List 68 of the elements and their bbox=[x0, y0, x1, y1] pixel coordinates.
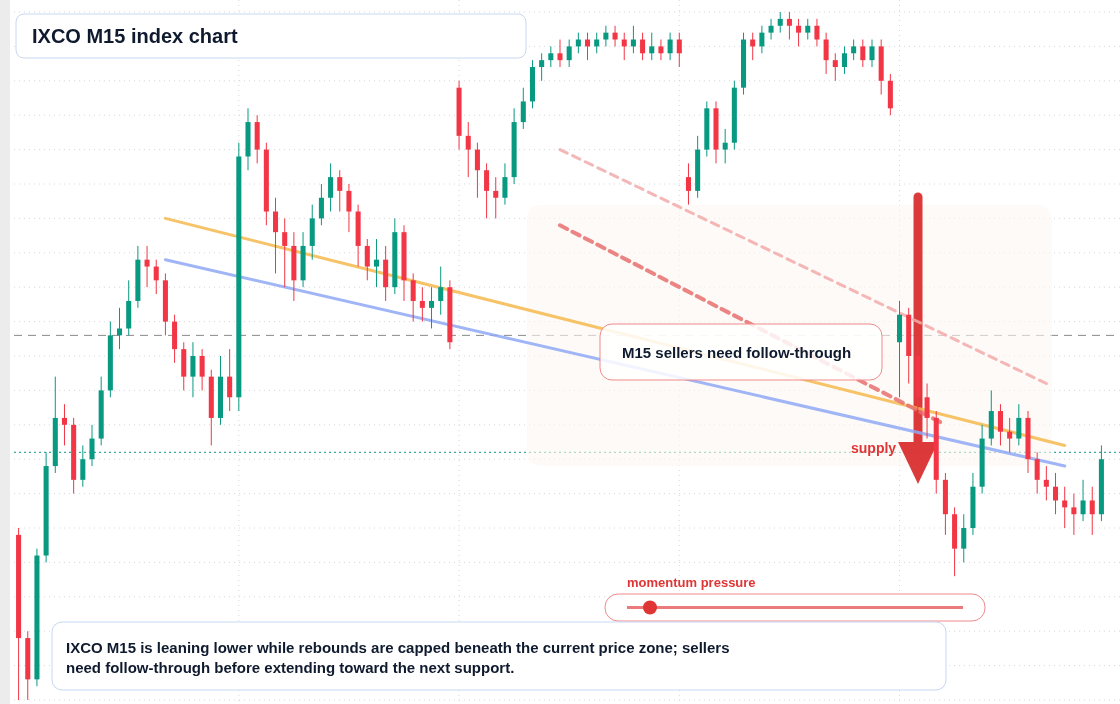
candlestick bbox=[1071, 493, 1077, 536]
candlestick bbox=[410, 272, 416, 323]
candlestick bbox=[685, 162, 691, 206]
candlestick bbox=[346, 183, 352, 233]
annotation: supply bbox=[851, 440, 897, 456]
candlestick bbox=[1007, 417, 1013, 453]
candlestick bbox=[768, 18, 774, 41]
candlestick bbox=[603, 25, 609, 47]
candlestick bbox=[640, 32, 646, 61]
candlestick bbox=[796, 18, 802, 47]
candlestick bbox=[667, 32, 673, 61]
candlestick bbox=[373, 238, 379, 288]
candlestick bbox=[1062, 486, 1068, 529]
annotation: IXCO M15 is leaning lower while rebounds are capped beneath the current price zone; sellers need follow-through before extending toward the next support. bbox=[66, 639, 730, 676]
candlestick bbox=[429, 286, 435, 329]
candlestick bbox=[520, 87, 526, 130]
candlestick bbox=[438, 266, 444, 316]
candlestick bbox=[676, 32, 682, 68]
candlestick bbox=[227, 348, 233, 412]
candlestick bbox=[419, 286, 425, 323]
candlestick bbox=[759, 25, 765, 54]
candlestick bbox=[777, 11, 783, 34]
candlestick bbox=[860, 39, 866, 68]
candlestick bbox=[1034, 451, 1040, 495]
candlestick bbox=[924, 383, 930, 440]
candlestick bbox=[1089, 486, 1095, 536]
candlestick bbox=[566, 39, 572, 68]
candlestick bbox=[539, 52, 545, 82]
candlestick bbox=[328, 162, 334, 213]
candlestick bbox=[832, 52, 838, 82]
candlestick bbox=[144, 245, 150, 288]
candlestick bbox=[805, 18, 811, 41]
candlestick bbox=[190, 341, 196, 398]
candlestick bbox=[273, 197, 279, 274]
candlestick bbox=[722, 128, 728, 164]
candlestick bbox=[658, 39, 664, 61]
candlestick bbox=[337, 169, 343, 213]
candlestick bbox=[612, 25, 618, 47]
candlestick bbox=[548, 45, 554, 68]
candlestick bbox=[1043, 465, 1049, 501]
candlestick bbox=[1053, 472, 1059, 515]
candlestick bbox=[649, 32, 655, 61]
candlestick bbox=[502, 162, 508, 206]
text: IXCO M15 index chart bbox=[32, 25, 238, 47]
candlestick bbox=[1016, 403, 1022, 446]
candlestick bbox=[199, 348, 205, 391]
candlestick bbox=[1080, 479, 1086, 522]
candlestick bbox=[493, 176, 499, 219]
candlestick bbox=[465, 121, 471, 178]
candlestick bbox=[786, 11, 792, 41]
candlestick bbox=[153, 259, 159, 295]
candlestick bbox=[869, 39, 875, 68]
candlestick bbox=[282, 217, 288, 288]
candlestick bbox=[823, 32, 829, 75]
candlestick bbox=[484, 162, 490, 219]
candlestick bbox=[117, 307, 123, 350]
candlestick bbox=[961, 513, 967, 563]
candlestick bbox=[997, 403, 1003, 446]
candlestick bbox=[474, 142, 480, 199]
candlestick bbox=[841, 45, 847, 75]
candlestick bbox=[61, 403, 67, 446]
candlestick bbox=[557, 39, 563, 68]
candlestick bbox=[318, 183, 324, 226]
candlestick bbox=[364, 238, 370, 281]
annotation: M15 sellers need follow-through bbox=[622, 344, 852, 361]
candlestick bbox=[851, 39, 857, 61]
annotation: momentum pressure bbox=[627, 575, 756, 590]
candlestick bbox=[814, 18, 820, 47]
